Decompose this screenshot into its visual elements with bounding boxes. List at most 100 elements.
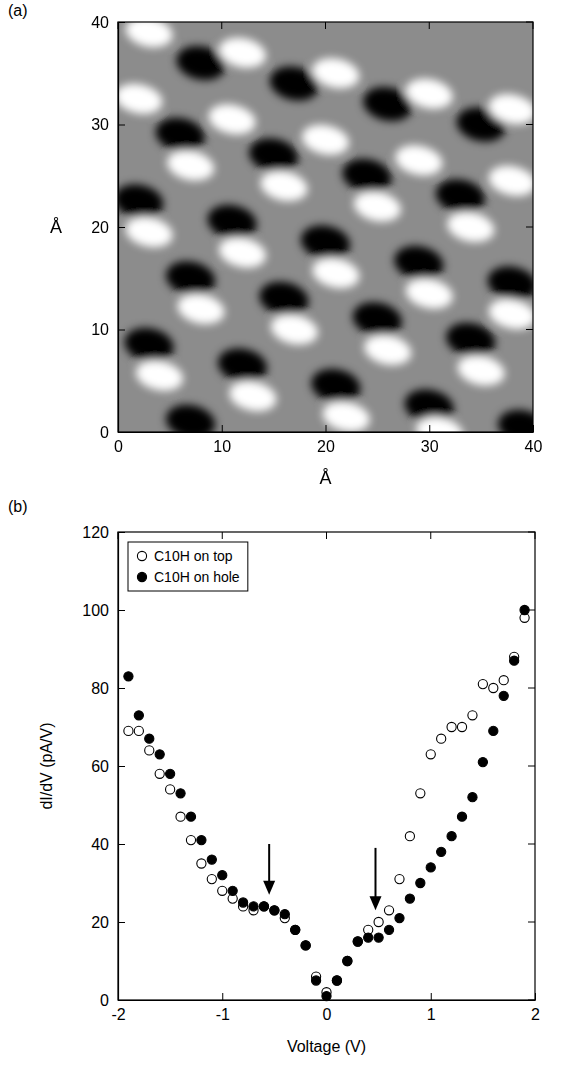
data-point <box>447 722 456 731</box>
y-tick: 80 <box>91 680 125 697</box>
y-tick-mark <box>118 610 125 611</box>
bright-spot <box>486 162 533 200</box>
dark-spot <box>443 318 499 361</box>
data-point <box>520 605 529 614</box>
y-tick-label: 80 <box>91 680 109 697</box>
bright-spot <box>486 90 533 128</box>
legend-marker <box>137 572 146 581</box>
x-tick-mark <box>222 425 223 432</box>
data-point <box>395 875 404 884</box>
data-point <box>155 769 164 778</box>
x-tick-mark-top <box>429 22 430 29</box>
dark-spot <box>163 257 219 300</box>
x-tick-mark <box>326 425 327 432</box>
x-axis-title: Å <box>319 468 331 488</box>
y-tick-label: 30 <box>91 116 109 133</box>
y-tick-label: 60 <box>91 758 109 775</box>
data-point <box>197 859 206 868</box>
data-point <box>249 902 258 911</box>
y-tick-label: 40 <box>91 836 109 853</box>
dark-spot <box>121 323 177 366</box>
data-point <box>437 847 446 856</box>
data-point <box>270 906 279 915</box>
x-tick-label: 30 <box>421 438 439 455</box>
bright-spot <box>310 254 363 292</box>
image-background <box>118 22 533 432</box>
data-point <box>176 812 185 821</box>
y-tick-label: 20 <box>91 219 109 236</box>
data-point <box>280 910 289 919</box>
bright-spot <box>216 233 269 271</box>
x-tick-label: 10 <box>213 438 231 455</box>
y-tick-mark-right <box>528 766 535 767</box>
x-tick-label: 20 <box>317 438 335 455</box>
x-tick-label: -2 <box>111 1006 125 1023</box>
plot-frame <box>118 22 533 432</box>
data-point <box>343 956 352 965</box>
data-point <box>332 976 341 985</box>
y-tick: 20 <box>91 219 125 236</box>
dark-spot <box>204 200 260 243</box>
x-tick: 20 <box>317 425 335 455</box>
y-tick: 40 <box>91 836 125 853</box>
data-point <box>468 711 477 720</box>
spots <box>118 22 533 432</box>
data-point <box>353 937 362 946</box>
y-tick-mark <box>118 227 125 228</box>
data-point <box>145 734 154 743</box>
dark-spot <box>339 154 395 197</box>
data-point <box>197 836 206 845</box>
bright-spot <box>455 351 508 389</box>
data-point <box>176 789 185 798</box>
y-tick: 10 <box>91 321 125 338</box>
bright-spot <box>351 187 404 225</box>
panel-label: (b) <box>8 498 28 515</box>
panel-b: -2-1012020406080100120C10H on topC10H on… <box>38 524 540 1055</box>
arrow-head <box>263 881 275 895</box>
arrow-shaft <box>374 848 376 898</box>
data-point <box>218 886 227 895</box>
bright-spot <box>444 208 497 246</box>
y-tick-mark <box>118 330 125 331</box>
dark-spot <box>350 298 406 341</box>
data-point <box>384 906 393 915</box>
bright-spot <box>227 377 280 415</box>
data-point <box>395 914 404 923</box>
data-point <box>489 726 498 735</box>
x-tick-mark-top <box>326 532 327 539</box>
x-tick-label: 1 <box>427 1006 436 1023</box>
data-point <box>416 789 425 798</box>
data-point <box>447 832 456 841</box>
y-tick-label: 10 <box>91 321 109 338</box>
data-point <box>124 672 133 681</box>
bright-spot <box>164 146 217 184</box>
y-tick-mark-right <box>528 844 535 845</box>
panel-a: 010203040010203040ÅÅ <box>50 13 550 488</box>
data-point <box>301 941 310 950</box>
dark-spot <box>118 180 167 223</box>
plot-frame <box>118 532 535 1000</box>
data-point <box>332 976 341 985</box>
data-point <box>426 863 435 872</box>
dark-spot <box>246 134 302 177</box>
x-tick-mark <box>222 993 223 1000</box>
dark-spot <box>215 344 271 387</box>
data-point <box>134 711 143 720</box>
data-point <box>353 937 362 946</box>
x-tick-label: 0 <box>114 438 123 455</box>
x-tick: 10 <box>213 425 231 455</box>
bright-spot <box>123 22 176 51</box>
bright-spot <box>118 80 165 118</box>
y-tick-label: 0 <box>100 424 109 441</box>
data-point <box>166 769 175 778</box>
data-point <box>270 906 279 915</box>
x-axis: 010203040 <box>114 425 542 455</box>
legend-marker <box>137 551 146 560</box>
data-point <box>218 871 227 880</box>
y-axis: 010203040 <box>91 14 125 441</box>
data-point <box>384 925 393 934</box>
data-point <box>186 836 195 845</box>
dark-spot <box>484 262 533 305</box>
y-tick-mark <box>118 688 125 689</box>
data-point <box>155 750 164 759</box>
